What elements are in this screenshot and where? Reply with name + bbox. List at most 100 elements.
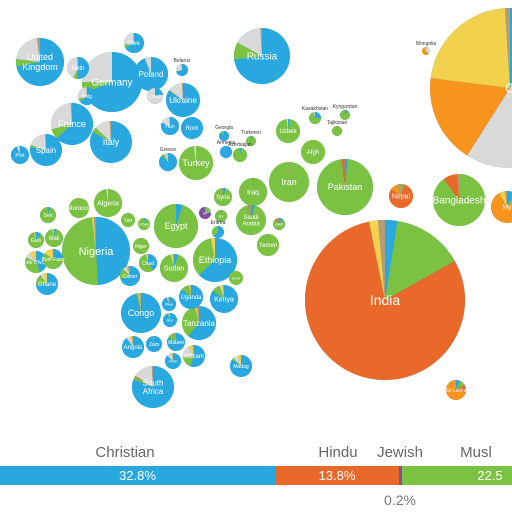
slice-folk: [431, 8, 510, 88]
country-bubble-egypt: Egypt: [154, 204, 198, 248]
country-bubble-poland: Poland: [134, 57, 168, 91]
country-bubble-tajikistan: Tajikistan: [327, 120, 348, 136]
country-bubble-zambia: Zam: [146, 336, 162, 352]
bubble-label: Armenia: [217, 140, 236, 146]
bubble-label: Georgia: [215, 125, 233, 131]
bubble-label: Zimb: [169, 358, 179, 363]
country-bubble-nigeria: Nigeria: [62, 217, 130, 285]
country-bubble-romania: Rom: [181, 117, 203, 139]
bubble-label: Swe: [128, 41, 140, 47]
country-bubble-tunisia: Tun: [121, 213, 135, 227]
bubble-label: Belarus: [174, 58, 191, 64]
total-header-christian: Christian: [95, 444, 154, 461]
bubble-label: Madag: [233, 364, 249, 370]
bubble-label: India: [370, 292, 401, 308]
bubble-label: Mongolia: [416, 41, 437, 47]
bubble-label: Ghana: [38, 282, 57, 288]
country-bubble-uzbekistan: Uzbek: [276, 119, 300, 143]
bubble-label: Congo: [128, 308, 155, 318]
total-value-christian: 32.8%: [119, 468, 156, 483]
country-bubble-guinea: Guin: [28, 232, 44, 248]
country-bubble-sri-lanka: Sri Lanka: [445, 380, 466, 400]
bubble-label: Angola: [124, 345, 143, 351]
bubble-label: Yemen: [259, 243, 277, 249]
bubble-label: Iraq: [247, 189, 259, 196]
total-value-muslim: 22.5: [477, 468, 502, 483]
country-bubble-india: India: [305, 220, 465, 380]
country-bubble-yemen: Yemen: [257, 234, 279, 256]
country-bubble-czech-republic: Czech: [147, 88, 163, 104]
country-bubble-bangladesh: Bangladesh: [433, 174, 486, 226]
country-bubble-myanmar: My: [491, 191, 512, 223]
bubble-label: Sudan: [164, 265, 184, 272]
total-bar-jewish: [399, 466, 402, 485]
country-bubble-iran: Iran: [269, 162, 309, 202]
bubble-label: Sen: [44, 213, 53, 219]
bubble-label: Mali: [48, 236, 59, 242]
bubble-label: Afgh: [307, 150, 319, 156]
bubble-label: Niger: [135, 244, 147, 250]
bubble-label: My: [502, 204, 512, 211]
slice-christian: [220, 146, 232, 158]
country-bubble-syria: Syria: [214, 188, 232, 206]
bubble-label: Belg: [82, 94, 92, 100]
country-bubble-georgia: Georgia: [215, 125, 233, 141]
country-bubble-kyrgyzstan: Kyrgyzstan: [333, 104, 358, 120]
bubble-label: Bangladesh: [433, 196, 486, 207]
bubble-label: UAE: [275, 221, 284, 226]
country-bubble-congo: Congo: [121, 293, 161, 333]
slice-christian: [315, 112, 321, 118]
bubble-label: Tun: [124, 218, 133, 224]
bubble-label: Turkmen: [241, 130, 261, 136]
country-bubble-afghanistan: Afgh: [301, 140, 325, 164]
bubble-label: Mozam: [184, 354, 204, 360]
country-bubble-portugal: Port: [11, 146, 29, 164]
bubble-label: France: [58, 119, 86, 129]
bubble-label: Sri Lanka: [445, 388, 466, 394]
bubble-label: Rwa: [165, 301, 174, 306]
total-header-musl: Musl: [460, 444, 492, 461]
country-bubble-belgium: Belg: [78, 87, 96, 105]
country-bubble-somalia: Som: [229, 271, 243, 285]
bubble-label: Greece: [160, 147, 177, 153]
country-bubble-spain: Spain: [30, 134, 62, 166]
country-bubble-mongolia: Mongolia: [416, 41, 437, 55]
bubble-label: C: [505, 81, 512, 96]
bubble-label: Kazakhstan: [302, 106, 328, 112]
bubble-label: Morocco: [67, 206, 91, 212]
bubble-label: Uzbek: [279, 129, 297, 135]
country-bubble-mali: Mali: [45, 229, 63, 247]
bubble-label: Iran: [281, 177, 297, 187]
country-bubble-sudan: Sudan: [160, 254, 188, 282]
bubble-label: Kyrgyzstan: [333, 104, 358, 110]
country-bubble-ghana: Ghana: [36, 273, 58, 295]
country-bubble-madagascar: Madag: [230, 355, 252, 377]
total-value-hindu: 13.8%: [319, 468, 356, 483]
bubble-label: Syria: [216, 195, 230, 201]
bubble-label: Camer: [122, 274, 137, 280]
bubble-label: Malawi: [168, 340, 184, 346]
country-bubble-cameroon: Camer: [120, 266, 140, 286]
country-bubble-angola: Angola: [122, 336, 144, 358]
country-bubble-sweden: Swe: [124, 33, 144, 53]
bubble-label: Pakistan: [328, 182, 363, 192]
country-bubble-greece: Greece: [159, 147, 177, 171]
bubble-label: Turkey: [182, 158, 210, 168]
slice-christian: [159, 153, 177, 171]
country-bubble-kazakhstan: Kazakhstan: [302, 106, 328, 124]
bubble-label: Nepal: [392, 193, 411, 200]
country-bubble-uae: UAE: [273, 218, 285, 230]
bubble-label: Spain: [36, 146, 56, 155]
bubble-label: Isr: [203, 210, 208, 215]
country-bubble-uganda: Uganda: [179, 285, 203, 309]
country-bubble-chad: Chad: [139, 254, 157, 272]
bubble-label: Rom: [186, 126, 199, 132]
